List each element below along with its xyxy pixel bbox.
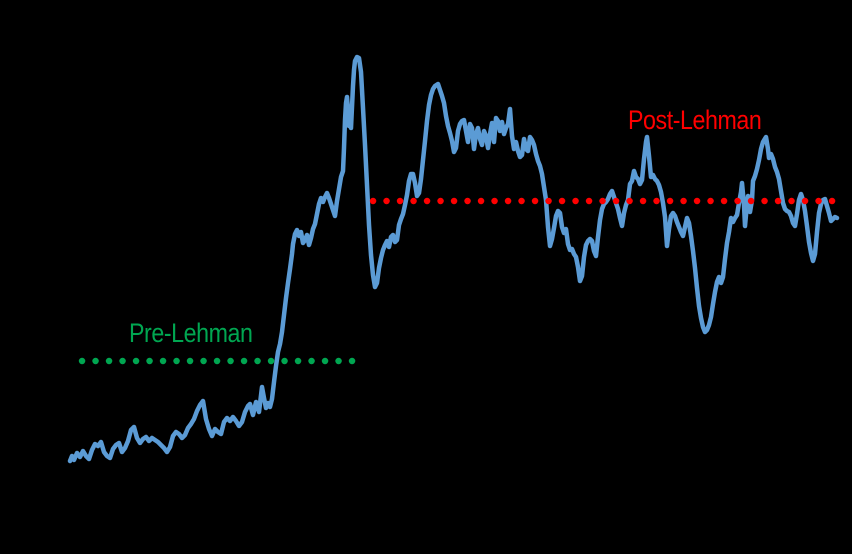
post-lehman-label: Post-Lehman bbox=[628, 105, 762, 135]
pre-lehman-label: Pre-Lehman bbox=[129, 318, 253, 348]
series-line-main bbox=[67, 54, 840, 464]
